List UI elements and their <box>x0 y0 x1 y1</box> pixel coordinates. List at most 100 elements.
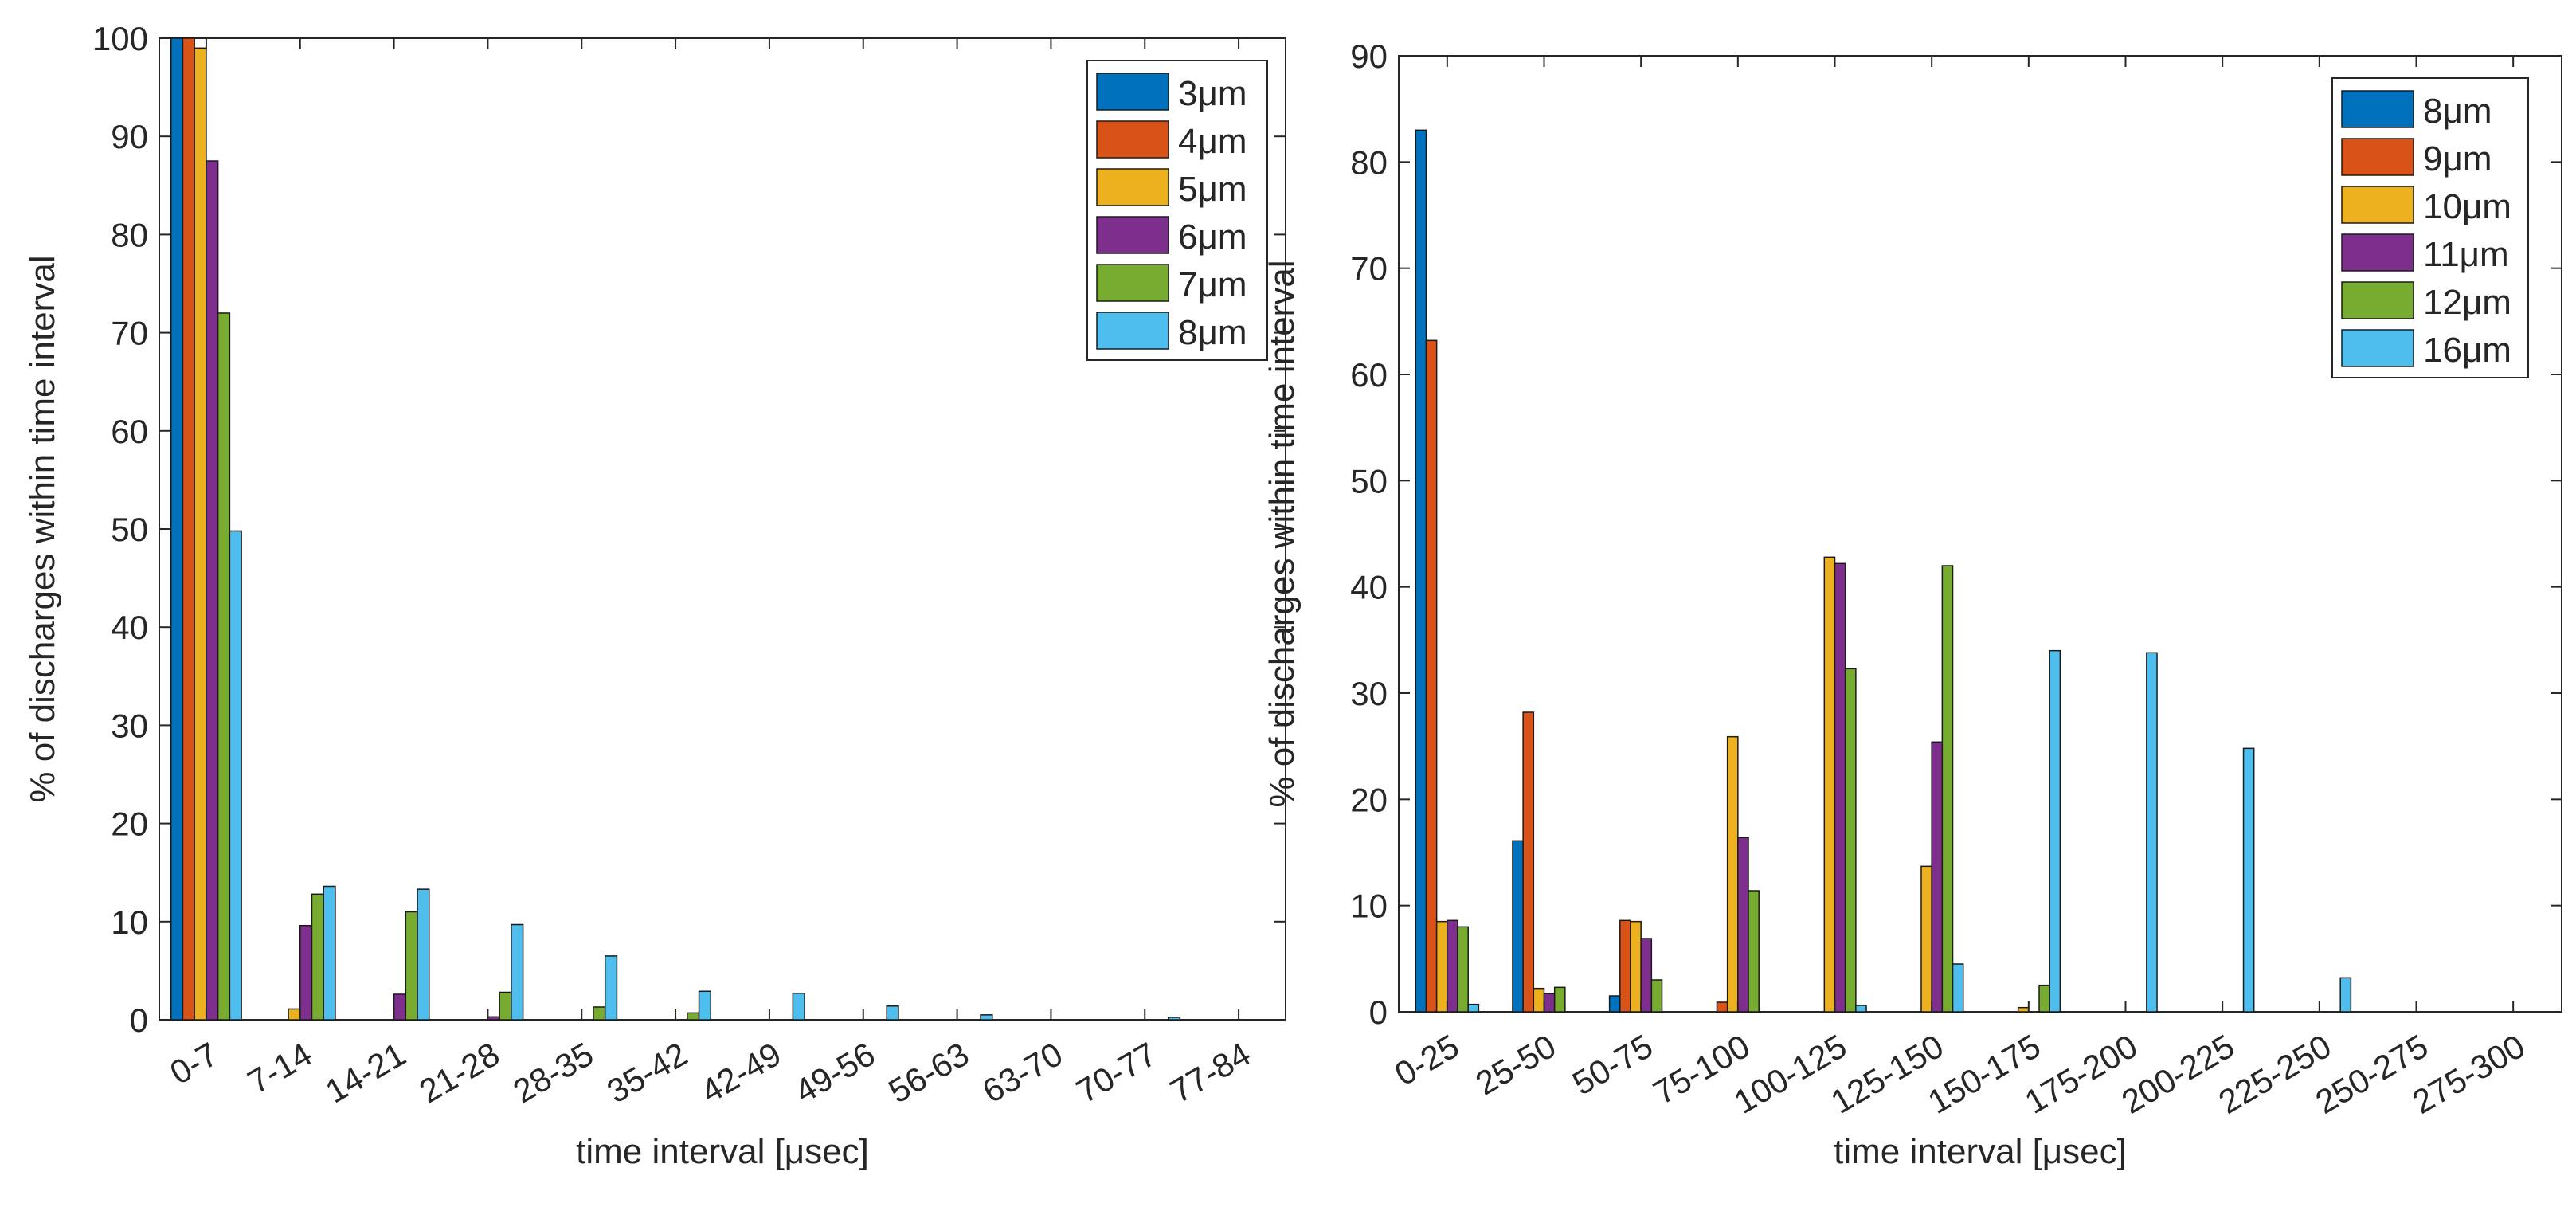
bar <box>405 911 418 1021</box>
legend-label: 11μm <box>2423 235 2509 274</box>
y-tick-label: 40 <box>111 609 148 646</box>
bar <box>1512 840 1524 1013</box>
x-tick-label: 56-63 <box>883 1035 976 1110</box>
chart-left: 0 10 20 30 40 50 60 70 80 90 100 0-7 7-14 14-21 21-28 2… <box>23 20 1286 1171</box>
x-tick-label: 0-25 <box>1388 1027 1465 1093</box>
bar <box>499 991 512 1021</box>
legend-swatch <box>1096 216 1169 254</box>
x-tick-label: 225-250 <box>2212 1027 2337 1121</box>
bar <box>1748 890 1760 1013</box>
x-tick-label: 175-200 <box>2018 1027 2143 1121</box>
bar <box>1640 938 1653 1013</box>
bar <box>1630 920 1642 1013</box>
y-tick-label: 100 <box>92 20 148 57</box>
legend-swatch <box>1096 120 1169 159</box>
bar <box>2017 1006 2030 1013</box>
bar <box>2339 977 2352 1013</box>
bar <box>1435 920 1448 1013</box>
bar <box>1533 987 1545 1013</box>
bar <box>182 37 195 1021</box>
y-tick-label: 80 <box>111 216 148 253</box>
bar <box>1834 562 1846 1013</box>
bar <box>194 47 207 1021</box>
x-tick-label: 70-77 <box>1070 1035 1163 1110</box>
bar <box>1543 993 1556 1013</box>
bar <box>687 1012 700 1021</box>
y-tick-label: 20 <box>111 805 148 843</box>
bar <box>1737 837 1749 1013</box>
y-tick-label: 90 <box>111 118 148 155</box>
x-axis-label: time interval [μsec] <box>1834 1132 2127 1171</box>
bar <box>886 1005 899 1021</box>
bar <box>288 1008 301 1021</box>
x-tick-label: 63-70 <box>976 1035 1069 1110</box>
bar <box>1650 979 1663 1013</box>
legend-swatch <box>1096 168 1169 206</box>
legend-swatch <box>2341 186 2414 224</box>
legend-swatch <box>2341 138 2414 176</box>
bar <box>229 530 242 1021</box>
x-tick-label: 0-7 <box>163 1035 224 1091</box>
bar <box>1726 735 1739 1013</box>
legend-label: 8μm <box>1178 313 1247 352</box>
bar <box>2038 984 2050 1013</box>
legend-label: 5μm <box>1178 170 1247 209</box>
x-tick-label: 14-21 <box>319 1035 413 1110</box>
x-tick-label: 21-28 <box>413 1035 506 1110</box>
x-tick-label: 7-14 <box>241 1035 318 1101</box>
legend-swatch <box>2341 90 2414 128</box>
bar <box>170 37 184 1021</box>
bar <box>593 1006 606 1021</box>
legend-label: 3μm <box>1178 74 1247 113</box>
bar <box>206 160 219 1021</box>
y-tick-label: 70 <box>111 315 148 352</box>
legend-label: 9μm <box>2423 139 2492 178</box>
bar <box>2242 747 2255 1013</box>
y-tick-label: 0 <box>1369 993 1388 1031</box>
x-tick-label: 35-42 <box>601 1035 694 1110</box>
legend-label: 8μm <box>2423 92 2492 131</box>
x-tick-label: 125-150 <box>1825 1027 1950 1121</box>
x-tick-label: 49-56 <box>789 1035 882 1110</box>
bar <box>323 885 336 1021</box>
bar <box>417 888 430 1021</box>
bar <box>1952 963 1964 1013</box>
y-tick-label: 70 <box>1350 250 1388 288</box>
legend-swatch <box>1096 264 1169 302</box>
bar <box>2049 649 2061 1013</box>
legend-swatch <box>2341 233 2414 272</box>
bar <box>1467 1003 1480 1013</box>
bar <box>1522 711 1535 1013</box>
bar <box>1920 865 1932 1013</box>
y-tick-label: 20 <box>1350 781 1388 818</box>
legend-swatch <box>1096 312 1169 350</box>
bar <box>393 993 407 1021</box>
bar <box>1553 986 1566 1013</box>
bar <box>487 1016 500 1021</box>
bar <box>2146 652 2158 1013</box>
legend-label: 16μm <box>2423 331 2511 370</box>
x-tick-label: 28-35 <box>507 1035 600 1110</box>
bar <box>1167 1017 1181 1021</box>
y-axis-label: % of discharges within time interval <box>1263 260 1302 807</box>
bar <box>1941 565 1954 1013</box>
legend-label: 7μm <box>1178 265 1247 304</box>
legend-label: 12μm <box>2423 283 2511 322</box>
x-tick-label: 42-49 <box>695 1035 788 1110</box>
bar <box>299 924 313 1021</box>
y-tick-label: 10 <box>1350 888 1388 925</box>
x-tick-label: 150-175 <box>1921 1027 2046 1121</box>
y-tick-label: 40 <box>1350 569 1388 606</box>
y-tick-label: 50 <box>111 511 148 548</box>
x-axis-label: time interval [μsec] <box>576 1132 869 1171</box>
bar <box>1823 556 1836 1013</box>
y-tick-label: 90 <box>1350 37 1388 75</box>
y-tick-label: 10 <box>111 903 148 941</box>
x-tick-label: 25-50 <box>1469 1027 1562 1102</box>
y-tick-label: 30 <box>1350 675 1388 712</box>
legend-swatch <box>2341 329 2414 367</box>
bar <box>1457 926 1469 1013</box>
bar <box>698 990 712 1021</box>
